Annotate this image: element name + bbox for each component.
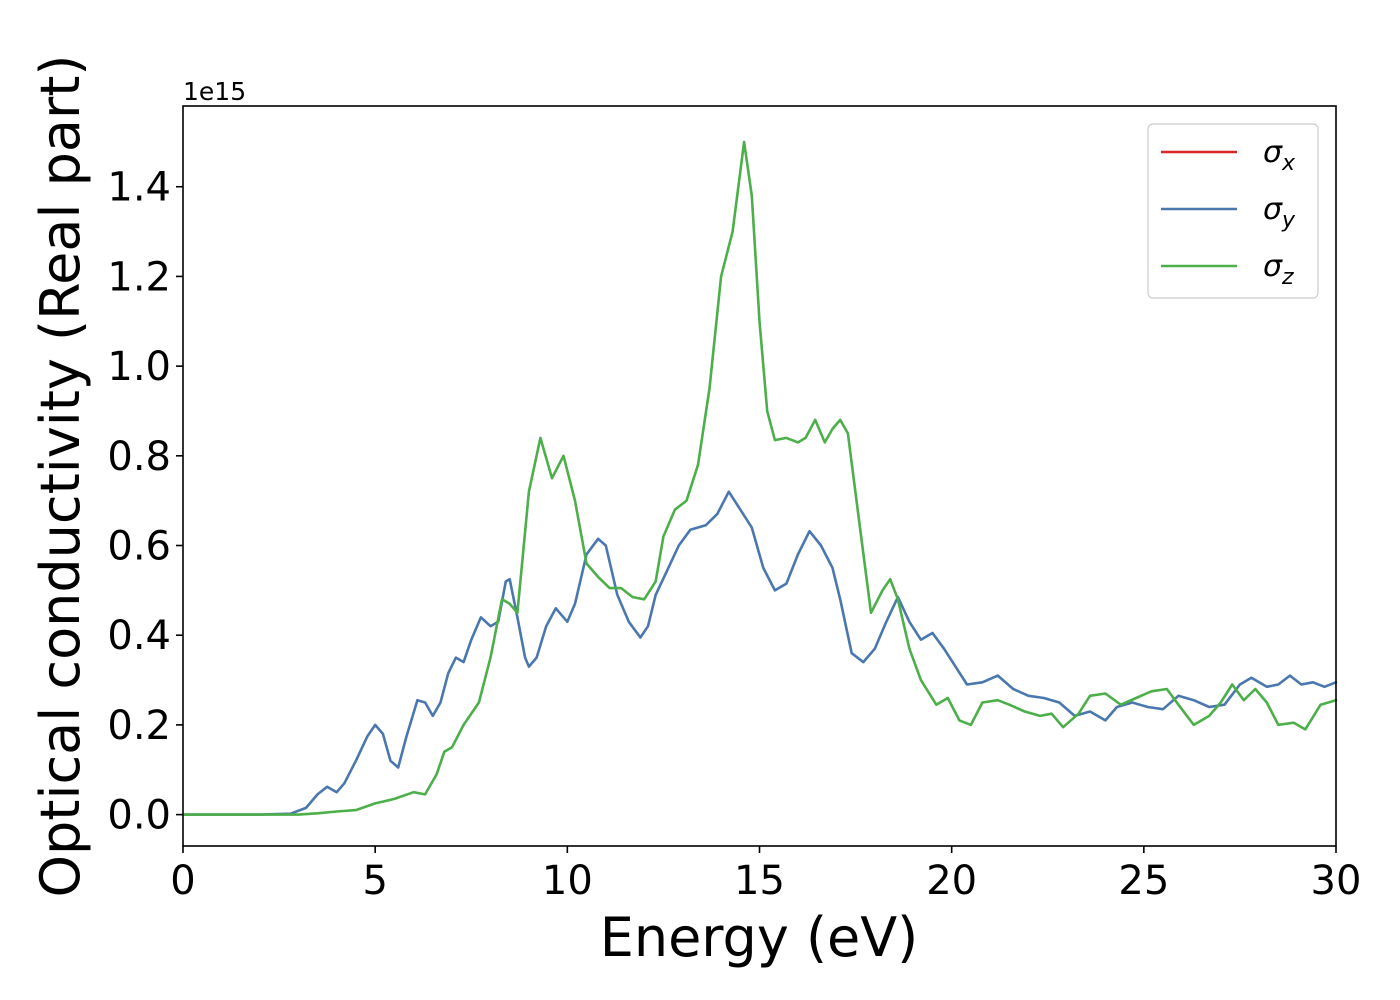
y-tick-label: 1.4 — [107, 165, 171, 211]
x-tick-label: 20 — [926, 858, 977, 904]
y-axis-title: Optical conductivity (Real part) — [29, 55, 92, 898]
legend-label-x: σx — [1263, 135, 1296, 176]
legend: σx σy σz — [1147, 123, 1319, 299]
y-axis: 0.0 0.2 0.4 0.6 0.8 1.0 1.2 1.4 — [107, 165, 183, 839]
y-tick-label: 0.6 — [107, 524, 171, 570]
series-layer — [181, 140, 1338, 816]
series-line-y — [181, 490, 1338, 816]
x-tick-label: 5 — [362, 858, 387, 904]
x-tick-label: 0 — [170, 858, 195, 904]
x-tick-label: 25 — [1118, 858, 1169, 904]
y-tick-label: 0.8 — [107, 434, 171, 480]
y-tick-label: 0.2 — [107, 703, 171, 749]
legend-label-y: σy — [1263, 192, 1296, 233]
series-line-z — [181, 140, 1338, 816]
x-tick-label: 30 — [1311, 858, 1362, 904]
x-axis: 0 5 10 15 20 25 30 — [170, 846, 1361, 904]
y-tick-label: 1.2 — [107, 254, 171, 300]
y-tick-label: 1.0 — [107, 344, 171, 390]
legend-label-z: σz — [1263, 249, 1294, 290]
x-tick-label: 15 — [734, 858, 785, 904]
y-offset-label: 1e15 — [183, 77, 246, 106]
x-axis-title: Energy (eV) — [600, 906, 919, 969]
legend-box — [1147, 123, 1319, 299]
x-tick-label: 10 — [542, 858, 593, 904]
y-tick-label: 0.4 — [107, 613, 171, 659]
y-tick-label: 0.0 — [107, 793, 171, 839]
